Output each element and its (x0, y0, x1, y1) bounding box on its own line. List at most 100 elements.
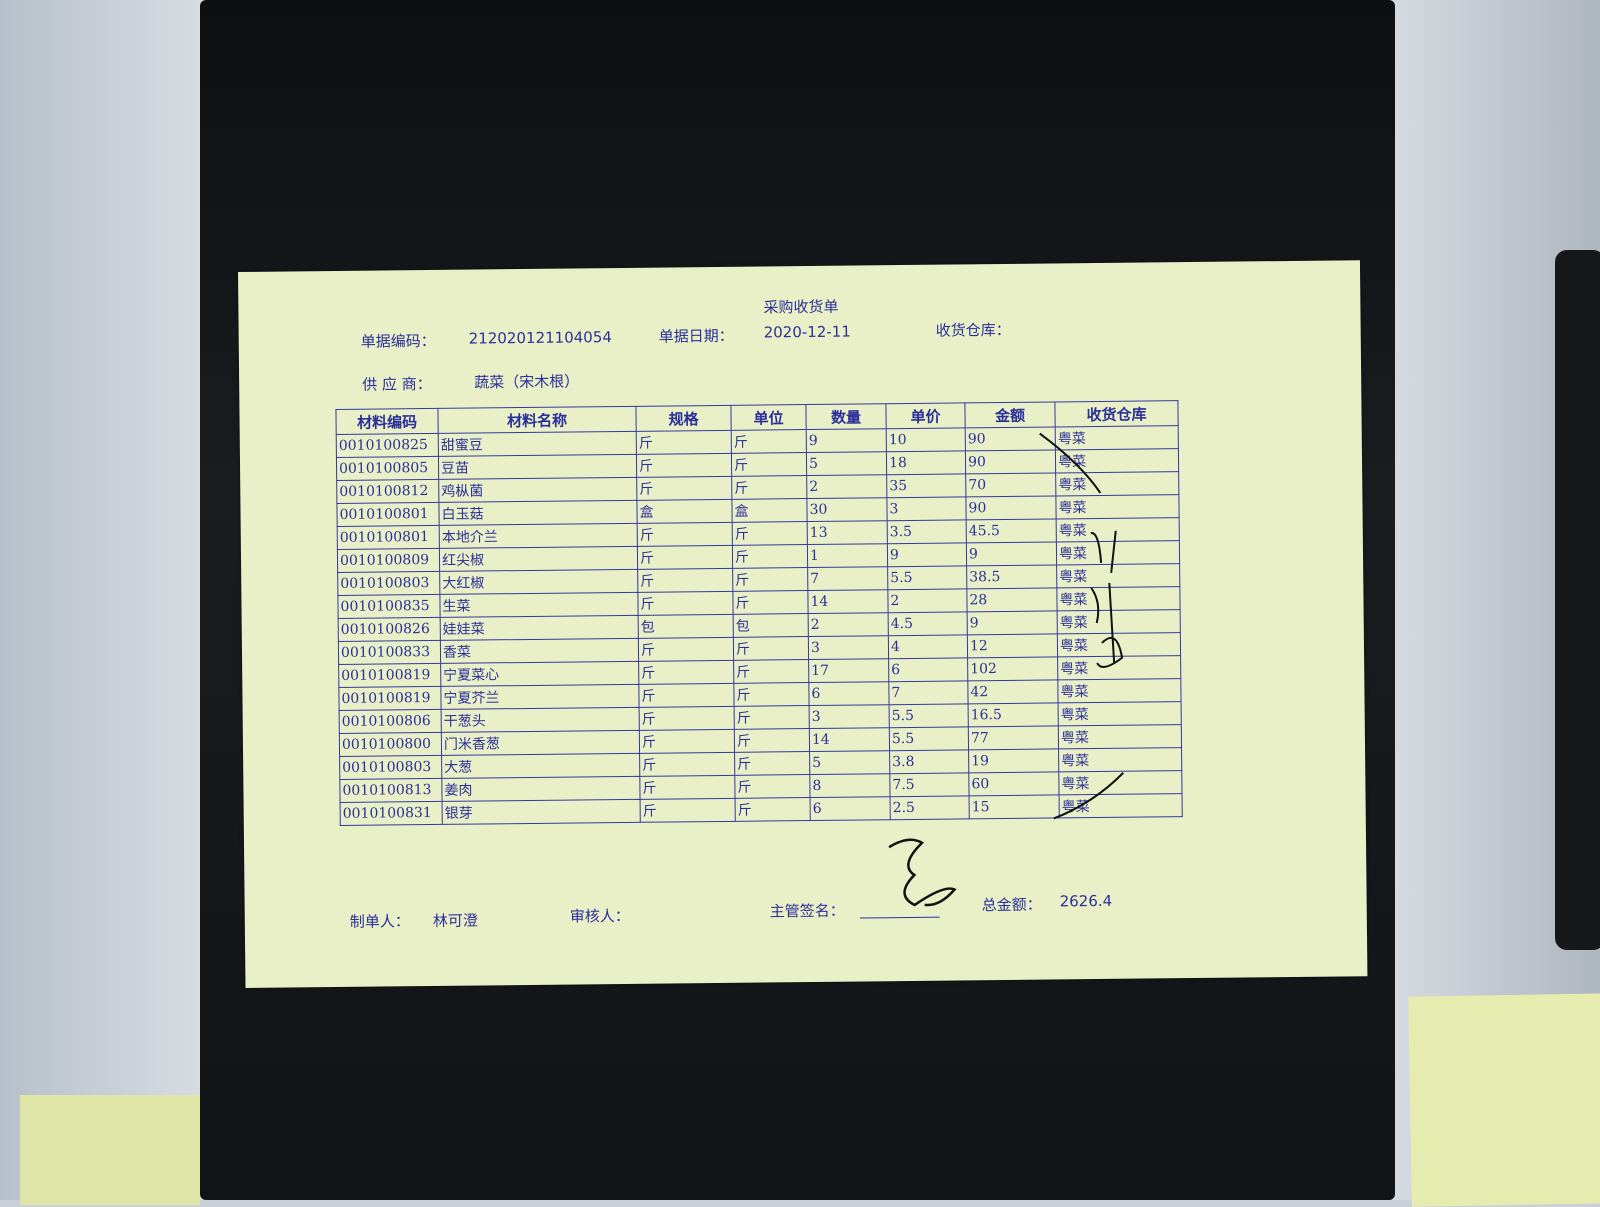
table-cell: 35 (886, 473, 966, 498)
table-cell: 14 (809, 727, 890, 752)
table-cell: 10 (886, 427, 966, 452)
table-cell: 0010100809 (337, 548, 440, 573)
table-cell: 14 (807, 589, 889, 614)
table-cell: 红尖椒 (439, 546, 638, 572)
table-cell: 斤 (733, 682, 810, 707)
desk-left (0, 0, 210, 1200)
table-cell: 1 (807, 543, 888, 568)
table-cell: 3 (886, 496, 967, 521)
table-cell: 2 (806, 474, 887, 499)
table-cell: 6 (888, 657, 968, 682)
table-cell: 0010100801 (336, 502, 440, 527)
table-cell: 2.5 (890, 795, 970, 820)
handwritten-mark (1039, 432, 1125, 820)
table-cell: 5.5 (889, 726, 969, 751)
table-cell: 斤 (731, 475, 807, 500)
table-cell: 5 (806, 451, 887, 476)
table-cell: 17 (808, 658, 889, 683)
table-cell: 9 (806, 428, 887, 453)
table-cell: 斤 (732, 567, 808, 592)
maker: 林可澄 (432, 911, 478, 930)
table-cell: 斤 (638, 683, 735, 708)
table-cell: 0010100812 (336, 479, 439, 504)
table-cell: 0010100819 (338, 663, 441, 688)
table-cell: 斤 (731, 429, 807, 454)
table-cell: 0010100825 (336, 433, 439, 458)
table-cell: 斤 (734, 728, 810, 753)
table-cell: 斤 (636, 476, 732, 501)
table-cell: 3 (808, 635, 889, 660)
supplier: 蔬菜（宋木根） (474, 372, 580, 392)
table-cell: 4 (888, 634, 968, 659)
table-cell: 4.5 (888, 611, 968, 636)
column-header: 数量 (805, 403, 887, 430)
table-cell: 盒 (636, 499, 733, 524)
table-cell: 斤 (735, 797, 811, 822)
table-cell: 甜蜜豆 (438, 431, 637, 457)
table-cell: 18 (886, 450, 966, 475)
table-cell: 0010100806 (339, 709, 442, 734)
table-cell: 生菜 (439, 592, 639, 618)
table-cell: 娃娃菜 (440, 615, 639, 641)
column-header: 材料编码 (335, 408, 439, 435)
table-cell: 0010100826 (338, 617, 441, 642)
notepad (1408, 993, 1600, 1207)
table-cell: 斤 (732, 521, 808, 546)
table-cell: 斤 (731, 452, 807, 477)
table-cell: 5.5 (887, 565, 967, 590)
table-cell: 13 (807, 520, 888, 545)
table-cell: 斤 (640, 798, 736, 823)
table-cell: 斤 (734, 774, 811, 799)
table-cell: 斤 (734, 705, 810, 730)
table-cell: 香菜 (440, 638, 639, 664)
warehouse-label: 收货仓库： (935, 320, 1011, 340)
table-cell: 斤 (639, 706, 735, 731)
table-cell: 7 (888, 680, 969, 705)
table-cell: 0010100813 (339, 778, 443, 803)
table-cell: 0010100835 (337, 594, 441, 619)
table-cell: 门米香葱 (441, 730, 640, 756)
table-cell: 3.5 (887, 519, 967, 544)
maker-label: 制单人： (349, 912, 410, 931)
table-cell: 鸡枞菌 (438, 477, 637, 503)
doc-date-label: 单据日期： (658, 326, 734, 346)
table-cell: 0010100803 (337, 571, 440, 596)
table-cell: 盒 (731, 498, 808, 523)
table-cell: 3.8 (889, 749, 969, 774)
table-cell: 宁夏芥兰 (440, 684, 640, 710)
table-cell: 宁夏菜心 (440, 661, 639, 687)
table-cell: 斤 (734, 751, 810, 776)
device-edge (1555, 250, 1600, 950)
total-label: 总金额： (981, 895, 1042, 915)
table-cell: 本地介兰 (439, 523, 638, 549)
table-cell: 姜肉 (441, 776, 641, 802)
table-cell: 斤 (638, 637, 734, 662)
doc-no: 212020121104054 (468, 328, 612, 348)
table-cell: 7 (807, 566, 888, 591)
receipt-paper: 采购收货单 单据编码： 212020121104054 单据日期： 2020-1… (238, 260, 1368, 988)
table-cell: 干葱头 (441, 707, 640, 733)
column-header: 材料名称 (437, 406, 637, 434)
table-cell: 包 (733, 613, 809, 638)
column-header: 单位 (730, 404, 807, 431)
table-cell: 斤 (639, 775, 736, 800)
table-cell: 0010100801 (337, 525, 440, 550)
table-cell: 3 (809, 704, 890, 729)
table-cell: 斤 (636, 453, 732, 478)
table-cell: 0010100819 (338, 686, 442, 711)
table-cell: 2 (808, 612, 889, 637)
table-cell: 斤 (733, 636, 809, 661)
doc-title: 采购收货单 (763, 297, 839, 317)
table-cell: 6 (808, 681, 890, 706)
table-cell: 斤 (732, 544, 808, 569)
table-cell: 大葱 (441, 753, 640, 779)
table-cell: 斤 (639, 729, 735, 754)
supervisor-label: 主管签名： (769, 901, 845, 921)
table-cell: 0010100803 (339, 755, 442, 780)
table-cell: 大红椒 (439, 569, 638, 595)
table-cell: 0010100805 (336, 456, 439, 481)
table-cell: 斤 (733, 659, 809, 684)
table-cell: 包 (638, 614, 734, 639)
signature-line (859, 916, 940, 919)
table-cell: 0010100833 (338, 640, 441, 665)
